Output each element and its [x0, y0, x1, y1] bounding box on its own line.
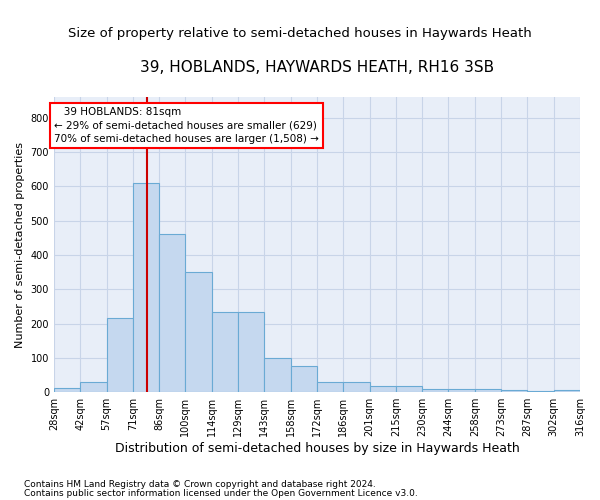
Bar: [133, 183, 159, 392]
Bar: [554, 390, 580, 392]
Bar: [80, 382, 107, 392]
X-axis label: Distribution of semi-detached houses by size in Haywards Heath: Distribution of semi-detached houses by …: [115, 442, 520, 455]
Bar: [238, 312, 265, 392]
Bar: [185, 272, 212, 392]
Bar: [527, 391, 554, 392]
Bar: [212, 312, 238, 392]
Bar: [422, 389, 448, 392]
Y-axis label: Number of semi-detached properties: Number of semi-detached properties: [15, 142, 25, 348]
Bar: [448, 390, 475, 392]
Bar: [54, 388, 80, 392]
Text: 39 HOBLANDS: 81sqm
← 29% of semi-detached houses are smaller (629)
70% of semi-d: 39 HOBLANDS: 81sqm ← 29% of semi-detache…: [55, 108, 319, 144]
Title: 39, HOBLANDS, HAYWARDS HEATH, RH16 3SB: 39, HOBLANDS, HAYWARDS HEATH, RH16 3SB: [140, 60, 494, 75]
Text: Size of property relative to semi-detached houses in Haywards Heath: Size of property relative to semi-detach…: [68, 28, 532, 40]
Bar: [107, 318, 133, 392]
Bar: [159, 234, 185, 392]
Bar: [396, 386, 422, 392]
Text: Contains HM Land Registry data © Crown copyright and database right 2024.: Contains HM Land Registry data © Crown c…: [24, 480, 376, 489]
Bar: [343, 382, 370, 392]
Bar: [317, 382, 343, 392]
Bar: [290, 366, 317, 392]
Bar: [265, 358, 290, 392]
Text: Contains public sector information licensed under the Open Government Licence v3: Contains public sector information licen…: [24, 489, 418, 498]
Bar: [501, 390, 527, 392]
Bar: [370, 386, 396, 392]
Bar: [475, 390, 501, 392]
